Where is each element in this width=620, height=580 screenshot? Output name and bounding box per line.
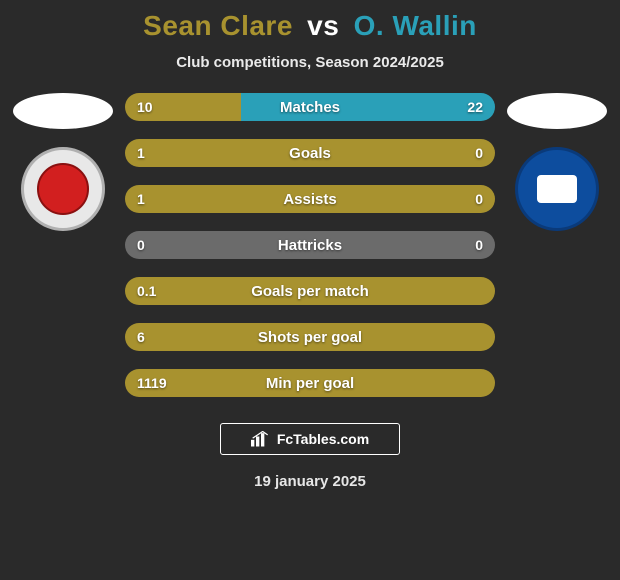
crest-inner-icon xyxy=(537,175,577,203)
stat-bar-left xyxy=(125,277,495,305)
stat-bar-left xyxy=(125,139,495,167)
stat-bar-left xyxy=(125,185,495,213)
attribution-badge: FcTables.com xyxy=(220,423,400,455)
player2-side xyxy=(505,93,609,231)
player1-silhouette xyxy=(13,93,113,129)
player2-name: O. Wallin xyxy=(354,10,477,41)
stat-bar-left xyxy=(125,93,241,121)
stat-bar-left xyxy=(125,323,495,351)
player1-club-crest xyxy=(21,147,105,231)
stat-bar: Goals10 xyxy=(125,139,495,167)
crest-inner-icon xyxy=(37,163,89,215)
stat-bar-right xyxy=(241,93,495,121)
stat-bar-left xyxy=(125,231,310,259)
stats-bars: Matches1022 Goals10 Assists10 Hattricks00 Go… xyxy=(125,93,495,397)
stat-bar: Hattricks00 xyxy=(125,231,495,259)
stat-bar-left xyxy=(125,369,495,397)
chart-icon xyxy=(251,431,271,447)
stat-bar: Goals per match0.1 xyxy=(125,277,495,305)
attribution-text: FcTables.com xyxy=(277,431,369,447)
vs-text: vs xyxy=(307,10,339,41)
stat-bar-right xyxy=(310,231,495,259)
stat-bar: Min per goal1119 xyxy=(125,369,495,397)
date-text: 19 january 2025 xyxy=(254,473,366,490)
page-title: Sean Clare vs O. Wallin xyxy=(143,10,477,42)
stat-bar: Matches1022 xyxy=(125,93,495,121)
player1-name: Sean Clare xyxy=(143,10,293,41)
stat-bar: Assists10 xyxy=(125,185,495,213)
subtitle: Club competitions, Season 2024/2025 xyxy=(176,54,444,71)
player2-silhouette xyxy=(507,93,607,129)
player2-club-crest xyxy=(515,147,599,231)
player1-side xyxy=(11,93,115,231)
comparison-section: Matches1022 Goals10 Assists10 Hattricks00 Go… xyxy=(0,93,620,397)
stat-bar: Shots per goal6 xyxy=(125,323,495,351)
